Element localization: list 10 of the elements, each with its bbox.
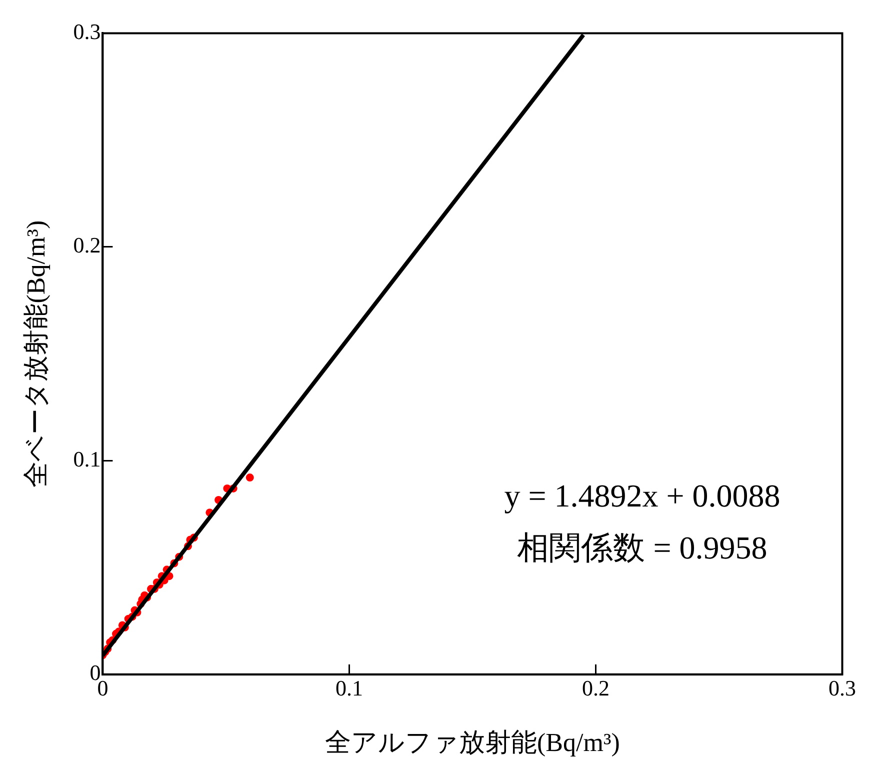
y-axis-title: 全ベータ放射能(Bq/m³) (21, 220, 50, 488)
x-tick-label: 0.1 (335, 675, 363, 700)
y-tick-label: 0.2 (73, 232, 101, 258)
y-tick-label: 0.3 (73, 18, 101, 44)
x-tick-label: 0.3 (828, 675, 856, 700)
annotation: 相関係数 = 0.9958 (517, 530, 768, 566)
x-tick-label: 0.2 (582, 675, 610, 700)
x-axis-title: 全アルファ放射能(Bq/m³) (325, 728, 620, 758)
annotation: y = 1.4892x + 0.0088 (504, 478, 780, 514)
y-tick-label: 0.1 (73, 446, 101, 472)
